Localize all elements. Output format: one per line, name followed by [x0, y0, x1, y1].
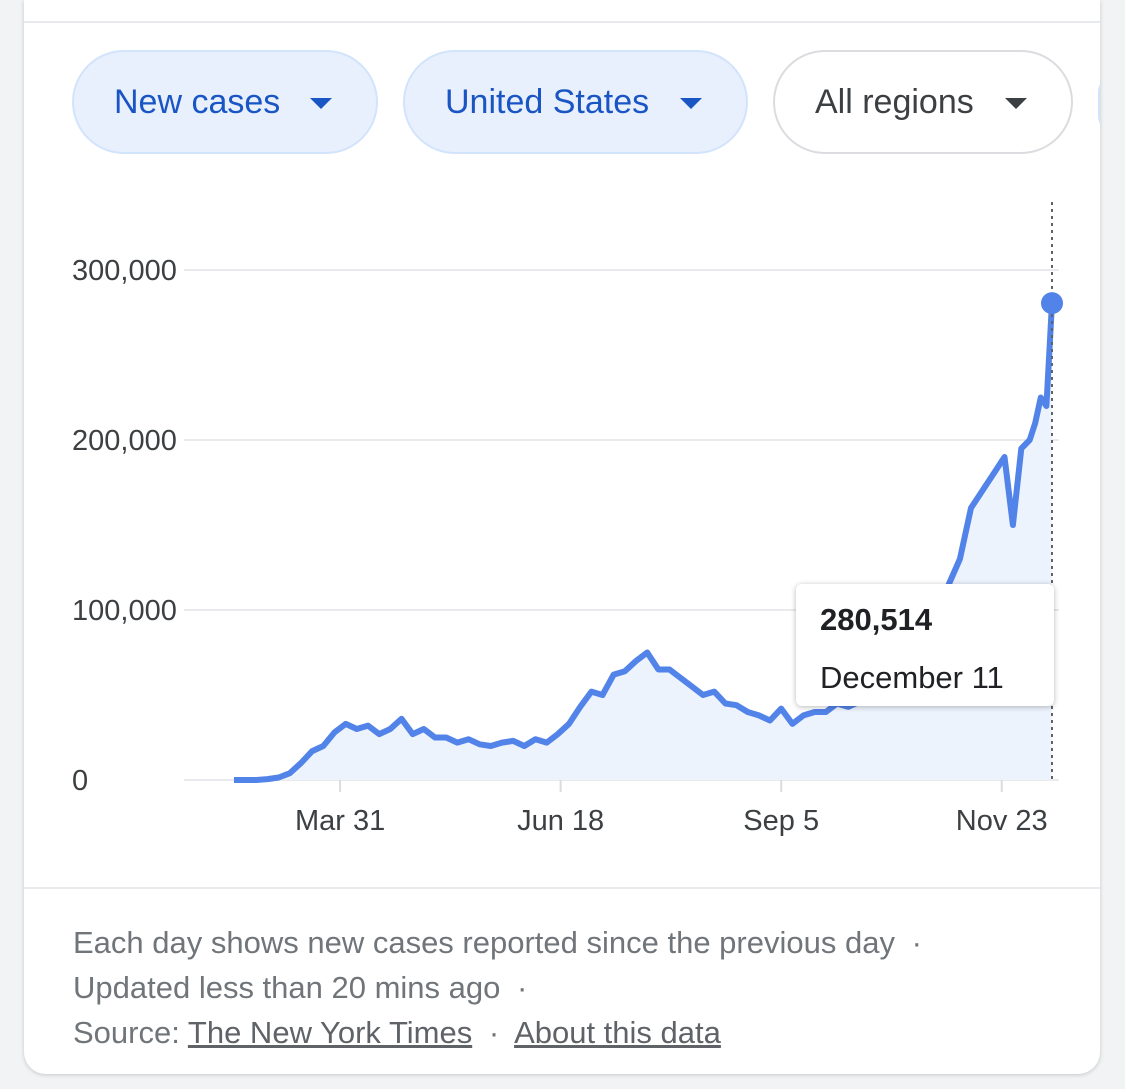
y-tick-label: 200,000 — [72, 425, 177, 457]
covid-stats-card: New cases United States All regions 300,… — [24, 0, 1100, 1074]
y-tick-label: 0 — [72, 765, 88, 797]
footer-source-label: Source: — [73, 1015, 180, 1050]
x-tick-label: Jun 18 — [517, 805, 604, 837]
footer-description: Each day shows new cases reported since … — [73, 925, 895, 960]
cases-area-fill — [234, 303, 1052, 780]
footer-updated: Updated less than 20 mins ago — [73, 970, 501, 1005]
region-dropdown-label: All regions — [815, 82, 974, 121]
value-tooltip: 280,514 December 11 — [796, 584, 1054, 706]
about-data-link[interactable]: About this data — [514, 1015, 721, 1050]
y-tick-label: 300,000 — [72, 255, 177, 287]
x-tick-label: Sep 5 — [743, 805, 819, 837]
x-tick-label: Nov 23 — [956, 805, 1048, 837]
y-axis-ticks: 300,000 200,000 100,000 0 — [72, 255, 177, 797]
tooltip-value: 280,514 — [820, 602, 933, 637]
highlight-point[interactable] — [1041, 292, 1063, 315]
footer-line-3: Source: The New York Times · About this … — [73, 1010, 1083, 1055]
footer-divider — [24, 887, 1100, 889]
footer-notes: Each day shows new cases reported since … — [73, 920, 1083, 1055]
tooltip-date: December 11 — [820, 660, 1004, 695]
cases-chart[interactable]: 300,000 200,000 100,000 0 Mar 31 Jun 18 Sep 5… — [24, 190, 1100, 850]
x-tick-label: Mar 31 — [295, 805, 385, 837]
footer-separator: · — [488, 1015, 500, 1050]
footer-line-1: Each day shows new cases reported since … — [73, 920, 1083, 965]
footer-separator: · — [517, 970, 528, 1005]
metric-dropdown[interactable]: New cases — [72, 50, 378, 154]
footer-line-2: Updated less than 20 mins ago · — [73, 965, 1083, 1010]
region-dropdown[interactable]: All regions — [773, 50, 1073, 154]
source-link[interactable]: The New York Times — [187, 1015, 473, 1050]
y-tick-label: 100,000 — [72, 595, 177, 627]
x-axis-ticks: Mar 31 Jun 18 Sep 5 Nov 23 — [295, 780, 1048, 837]
caret-down-icon — [310, 98, 332, 109]
metric-dropdown-label: New cases — [114, 82, 281, 121]
location-dropdown-label: United States — [445, 82, 650, 121]
top-divider — [24, 21, 1100, 23]
caret-down-icon — [1005, 98, 1027, 109]
next-chip-partial[interactable] — [1098, 76, 1100, 132]
footer-separator: · — [911, 925, 922, 960]
location-dropdown[interactable]: United States — [403, 50, 748, 154]
caret-down-icon — [680, 98, 702, 109]
